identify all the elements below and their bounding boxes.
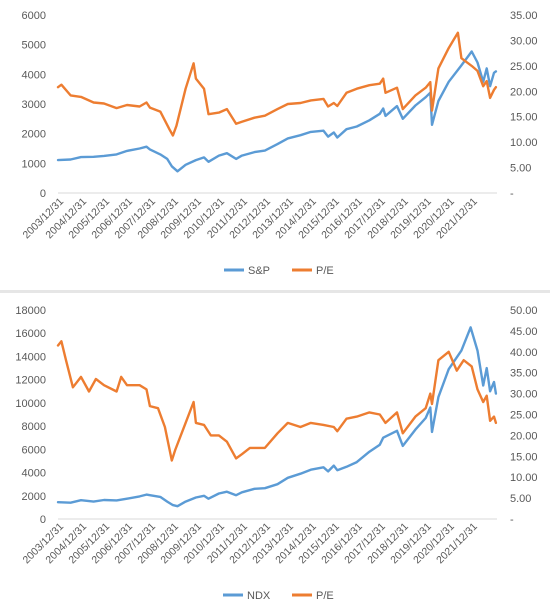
y-left-tick-label: 6000 [22, 444, 46, 456]
y-left-tick-label: 5000 [22, 40, 46, 52]
sp500-pe-line-chart: 0 1000 2000 3000 4000 5000 6000 - 5.00 10.00 15.00… [20, 10, 538, 277]
legend-label-p-e: P/E [316, 590, 334, 602]
y-left-tick-label: 0 [40, 188, 46, 200]
y-right-tick-label: 5.00 [510, 493, 531, 505]
sp500-chart-panel: 0 1000 2000 3000 4000 5000 6000 - 5.00 10.00 15.00… [0, 0, 550, 290]
y-left-tick-label: 3000 [22, 99, 46, 111]
series-line-s-p [56, 50, 498, 173]
y-right-tick-label: 15.00 [510, 112, 538, 124]
y-right-tick-label: 5.00 [510, 163, 531, 175]
legend-label-s-p: S&P [248, 265, 270, 277]
y-right-tick-label: 25.00 [510, 61, 538, 73]
y-right-tick-label: 30.00 [510, 389, 538, 401]
y-right-tick-label: 50.00 [510, 305, 538, 317]
y-left-tick-label: 12000 [15, 375, 46, 387]
y-right-tick-label: 25.00 [510, 410, 538, 422]
y-left-tick-label: 6000 [22, 10, 46, 22]
y-right-tick-label: 15.00 [510, 451, 538, 463]
ndx-pe-line-chart: 0 2000 4000 6000 8000 10000 12000 14000 16000 180… [15, 305, 538, 602]
y-right-tick-label: 45.00 [510, 326, 538, 338]
series-line-ndx [56, 326, 498, 508]
y-right-tick-label: 35.00 [510, 368, 538, 380]
y-right-tick-label: - [510, 514, 514, 526]
series-line-p-e [56, 31, 498, 137]
legend-label-ndx: NDX [247, 590, 271, 602]
ndx-chart-panel: 0 2000 4000 6000 8000 10000 12000 14000 16000 180… [0, 293, 550, 611]
y-left-tick-label: 2000 [22, 491, 46, 503]
y-right-tick-label: - [510, 188, 514, 200]
panel-divider [0, 290, 550, 293]
y-left-tick-label: 10000 [15, 398, 46, 410]
y-left-tick-label: 8000 [22, 421, 46, 433]
y-left-tick-label: 4000 [22, 468, 46, 480]
y-left-tick-label: 14000 [15, 351, 46, 363]
y-right-tick-label: 10.00 [510, 137, 538, 149]
y-left-tick-label: 16000 [15, 328, 46, 340]
y-right-tick-label: 20.00 [510, 86, 538, 98]
y-left-tick-label: 0 [40, 514, 46, 526]
y-right-tick-label: 10.00 [510, 472, 538, 484]
y-left-tick-label: 2000 [22, 129, 46, 141]
y-right-tick-label: 30.00 [510, 35, 538, 47]
legend-label-p-e: P/E [316, 265, 334, 277]
y-right-tick-label: 40.00 [510, 347, 538, 359]
y-right-tick-label: 35.00 [510, 10, 538, 22]
y-left-tick-label: 18000 [15, 305, 46, 317]
series-line-p-e [56, 340, 498, 462]
y-left-tick-label: 1000 [22, 158, 46, 170]
y-right-tick-label: 20.00 [510, 430, 538, 442]
y-left-tick-label: 4000 [22, 69, 46, 81]
